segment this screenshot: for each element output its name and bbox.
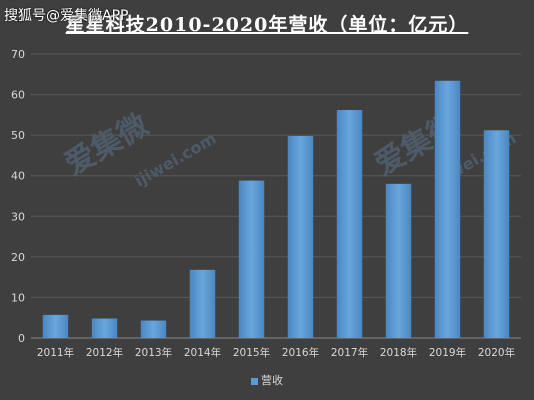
bar bbox=[238, 180, 265, 338]
bar bbox=[434, 80, 461, 338]
bar bbox=[42, 314, 69, 338]
legend-swatch bbox=[251, 377, 258, 385]
y-tick-label: 20 bbox=[11, 251, 25, 264]
bar bbox=[336, 109, 363, 338]
legend-label: 营收 bbox=[261, 374, 283, 387]
bar bbox=[140, 320, 167, 338]
y-tick-label: 70 bbox=[11, 48, 25, 61]
y-tick-label: 30 bbox=[11, 210, 25, 223]
x-tick-label: 2017年 bbox=[331, 346, 368, 359]
y-tick-label: 40 bbox=[11, 170, 25, 183]
x-tick-label: 2011年 bbox=[37, 346, 74, 359]
bar bbox=[91, 318, 118, 338]
bar bbox=[385, 183, 412, 338]
legend: 营收 bbox=[0, 372, 534, 388]
x-tick-label: 2018年 bbox=[380, 346, 417, 359]
chart-title: 星星科技2010-2020年营收（单位：亿元） bbox=[65, 14, 469, 36]
x-tick-label: 2014年 bbox=[184, 346, 221, 359]
y-tick-label: 50 bbox=[11, 129, 25, 142]
x-tick-label: 2019年 bbox=[429, 346, 466, 359]
y-tick-label: 10 bbox=[11, 291, 25, 304]
x-tick-label: 2020年 bbox=[478, 346, 515, 359]
bar bbox=[287, 135, 314, 338]
x-tick-label: 2015年 bbox=[233, 346, 270, 359]
bar bbox=[483, 130, 510, 338]
bar bbox=[189, 269, 216, 338]
x-tick-label: 2012年 bbox=[86, 346, 123, 359]
watermark-source: 搜狐号@爱集微APP bbox=[4, 8, 129, 24]
y-tick-label: 60 bbox=[11, 89, 25, 102]
x-tick-label: 2013年 bbox=[135, 346, 172, 359]
x-tick-label: 2016年 bbox=[282, 346, 319, 359]
y-tick-label: 0 bbox=[18, 332, 25, 345]
